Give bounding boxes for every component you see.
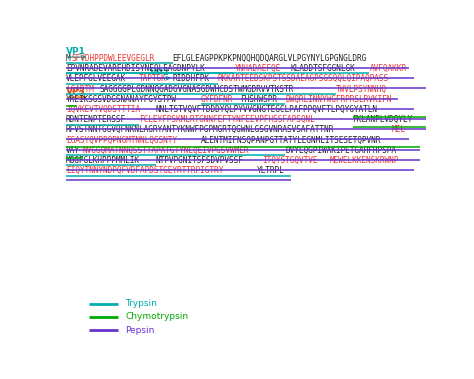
Text: FCLEYFPSKMLRTGNNFEFTYNFEEVPFHSSFAPSQNL: FCLEYFPSKMLRTGNNFEFTYNFEEVPFHSSFAPSQNL (139, 115, 315, 124)
Text: KLADDTSFGGNLGK: KLADDTSFGGNLGK (291, 64, 356, 73)
Text: RFVSTNNTGGVQFNKNLAGRYANTYKNWFPGPMGRTQGWNLGSGVNRASVSAFATTNR: RFVSTNNTGGVQFNKNLAGRYANTYKNWFPGPMGRTQGWN… (66, 125, 334, 135)
Text: ITQYSTGQVTVE: ITQYSTGQVTVE (263, 156, 318, 165)
Text: M: M (66, 54, 71, 63)
Text: FHSHWSPR: FHSHWSPR (240, 95, 277, 104)
Text: AVFQAKKR: AVFQAKKR (369, 64, 406, 73)
Text: VP3: VP3 (66, 87, 86, 96)
Text: MGGFGLKHPPPMMLIK: MGGFGLKHPPPMMLIK (66, 156, 140, 165)
Text: YREIKSGSVDGSNANAYFGYSTPW: YREIKSGSVDGSNANAYFGYSTPW (66, 95, 177, 104)
Text: VLEPFGLVEEGAK: VLEPFGLVEEGAK (66, 74, 126, 83)
Text: IQVKEVTVQDSTTTIA: IQVKEVTVQDSTTTIA (66, 105, 140, 114)
Text: SAGGGGPLGDNNQGADGVGNASGDWHCDSTWMGDRVVTKSTR: SAGGGGPLGDNNQGADGVGNASGDWHCDSTWMGDRVVTKS… (100, 85, 294, 94)
Text: EFLGLEAGPPKPKPNQQHQDQARGLVLPGYNYLGPGNGLDRG: EFLGLEAGPPKPKPNQQHQDQARGLVLPGYNYLGPGNGLD… (173, 54, 367, 63)
Text: YNHADAEFQE: YNHADAEFQE (235, 64, 281, 73)
Text: LGADTM: LGADTM (66, 85, 93, 94)
Text: EIQYTNNYNDPQFVDFAPDSTGEYRTTRPIGTRY: EIQYTNNYNDPQFVDFAPDSTGEYRTTRPIGTRY (66, 166, 223, 175)
Text: Chymotrypsin: Chymotrypsin (125, 312, 189, 321)
Text: MEWELKKENSKRWNP: MEWELKKENSKRWNP (330, 156, 400, 165)
Text: EPVNRADEVAREHDISYNEQLEAGDNPYLK: EPVNRADEVAREHDISYNEQLEAGDNPYLK (66, 64, 205, 73)
Text: ALENTMIFNSQPANPGTTATYLEGNMLITSESETQPVNR: ALENTMIFNSQPANPGTTATYLEGNMLITSESETQPVNR (201, 136, 381, 145)
Text: Trypsin: Trypsin (125, 299, 157, 308)
Text: DWQRLINNYWGFRPRSLRVKIFN: DWQRLINNYWGFRPRSLRVKIFN (285, 95, 392, 104)
Text: VP1: VP1 (66, 47, 86, 56)
Text: SFVDHPPDWLEEVGEGLR: SFVDHPPDWLEEVGEGLR (72, 54, 155, 63)
Text: DVYLQGPIWAKIPETGAHFHPSPA: DVYLQGPIWAKIPETGAHFHPSPA (285, 146, 396, 155)
Text: NNLTSTVQVFTDDDYQLPYVVGNGTEGCLPAFPPQVFTLPQYGYATLN: NNLTSTVQVFTDDDYQLPYVVGNGTEGCLPAFPPQVFTLP… (156, 105, 378, 114)
Text: RIDDHFPK: RIDDHFPK (173, 74, 210, 83)
Text: EGASYQVPPQPNGMTNNLQGSNTY: EGASYQVPPQPNGMTNNLQGSNTY (66, 136, 177, 145)
Text: MEL: MEL (392, 125, 406, 135)
Text: VP2: VP2 (150, 68, 170, 77)
Text: TWVLPSYNNHQ: TWVLPSYNNHQ (336, 85, 387, 94)
Text: RKKARTEEDSKPSTSSDAEAGPSGSQQLQIPAQPASS: RKKARTEEDSKPSTSSDAEAGPSGSQQLQIPAQPASS (218, 74, 389, 83)
Text: RDNTENPTERSSF: RDNTENPTERSSF (66, 115, 126, 124)
Text: Pepsin: Pepsin (125, 326, 155, 335)
Text: FKLANPLVDQYLY: FKLANPLVDQYLY (353, 115, 413, 124)
Text: YLTRPL: YLTRPL (257, 166, 285, 175)
Text: NTPVPGNITSFSDVPVSSF: NTPVPGNITSFSDVPVSSF (156, 156, 244, 165)
Text: GYFDFNR: GYFDFNR (201, 95, 233, 104)
Text: TAPTGK: TAPTGK (139, 74, 167, 83)
Text: NVGGQMATNNQSSTTAPATGTYNLQEIVPGSVWMER: NVGGQMATNNQSSTTAPATGTYNLQEIVPGSVWMER (83, 146, 249, 155)
Text: VAY: VAY (66, 146, 80, 155)
